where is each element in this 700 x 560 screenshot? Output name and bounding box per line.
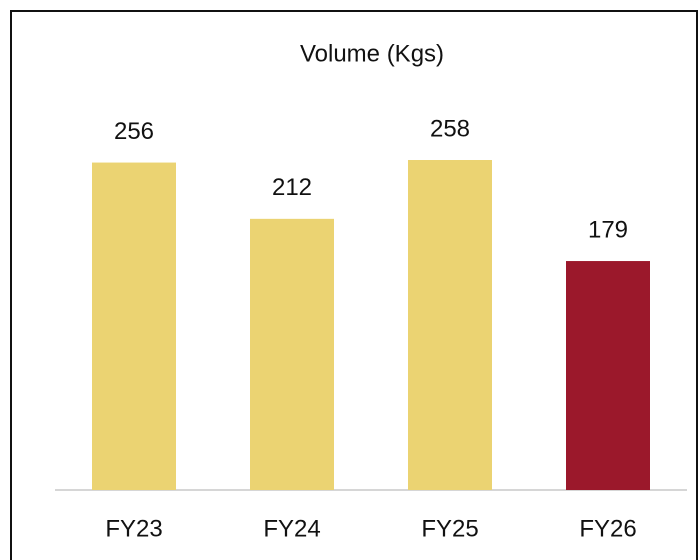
chart-title: Volume (Kgs)	[300, 40, 444, 67]
bar	[92, 162, 176, 490]
x-tick-label: FY23	[105, 515, 162, 542]
bar	[566, 261, 650, 490]
x-tick-label: FY24	[263, 515, 320, 542]
bar	[250, 218, 334, 490]
data-label: 258	[430, 115, 470, 142]
x-tick-label: FY26	[579, 515, 636, 542]
bar	[408, 160, 492, 490]
data-label: 179	[588, 216, 628, 243]
frame	[10, 10, 698, 560]
data-label: 256	[114, 118, 154, 145]
x-tick-label: FY25	[421, 515, 478, 542]
data-label: 212	[272, 174, 312, 201]
